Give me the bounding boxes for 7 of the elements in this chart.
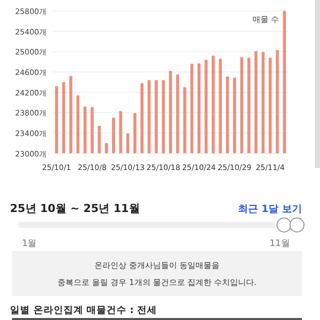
text: 11월 xyxy=(270,239,290,249)
text: 최근 1달 보기 xyxy=(238,204,302,215)
text: 25년 10월 ~ 25년 11월 xyxy=(10,202,140,215)
text: 일별 온라인집계 매물건수 : 전세 xyxy=(10,305,158,316)
series-label: 매물 수 xyxy=(252,15,279,24)
text: 온라인상 중개사님들이 동일매물을 중복으로 올릴 경우 1개의 물건으로 집계한 수치입니다. xyxy=(58,261,256,287)
text: 1월 xyxy=(22,239,37,249)
